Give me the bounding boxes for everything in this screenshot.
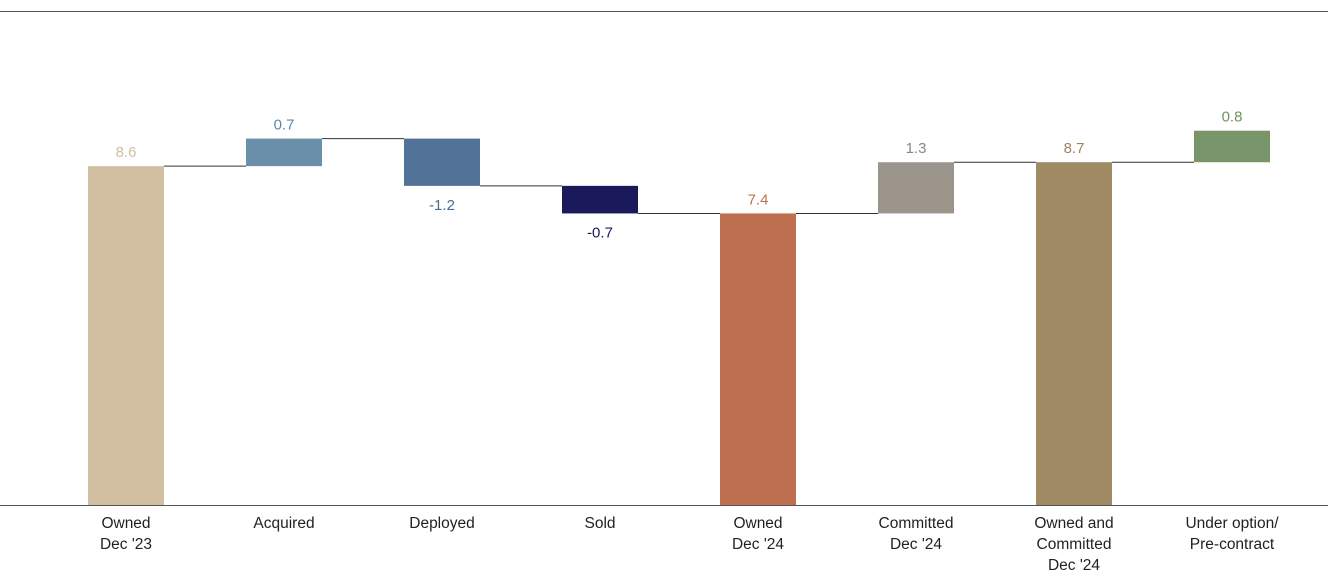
category-label-5: Committed Dec '24 bbox=[879, 515, 954, 553]
category-label-3: Sold bbox=[584, 515, 615, 532]
category-label-1: Acquired bbox=[253, 515, 314, 532]
value-label-6: 8.7 bbox=[1064, 140, 1085, 157]
category-label-2: Deployed bbox=[409, 515, 475, 532]
category-label-line: Owned bbox=[733, 515, 782, 532]
value-label-7: 0.8 bbox=[1222, 109, 1243, 126]
category-label-4: Owned Dec '24 bbox=[732, 515, 784, 553]
value-label-3: -0.7 bbox=[587, 224, 613, 241]
category-label-line: Owned bbox=[101, 515, 150, 532]
category-label-0: Owned Dec '23 bbox=[100, 515, 152, 553]
category-label-line: Deployed bbox=[409, 515, 475, 532]
bar-6 bbox=[1036, 162, 1112, 505]
bar-1 bbox=[246, 139, 322, 167]
value-label-1: 0.7 bbox=[274, 117, 295, 134]
category-label-7: Under option/Pre-contract bbox=[1185, 515, 1279, 553]
bar-3 bbox=[562, 186, 638, 214]
category-label-line: Dec '24 bbox=[890, 536, 942, 553]
bars-group bbox=[88, 131, 1270, 505]
value-label-0: 8.6 bbox=[116, 144, 137, 161]
value-label-4: 7.4 bbox=[748, 191, 769, 208]
category-label-line: Dec '24 bbox=[732, 536, 784, 553]
value-label-2: -1.2 bbox=[429, 197, 455, 214]
category-labels-group: Owned Dec '23 Acquired Deployed Sold Owned Dec… bbox=[100, 515, 1279, 572]
category-label-line: Dec '23 bbox=[100, 536, 152, 553]
bar-4 bbox=[720, 213, 796, 505]
value-label-5: 1.3 bbox=[906, 140, 927, 157]
bar-2 bbox=[404, 139, 480, 186]
category-label-line: Owned and bbox=[1034, 515, 1113, 532]
category-label-line: Under option/ bbox=[1185, 515, 1279, 532]
bar-7 bbox=[1194, 131, 1270, 163]
bar-5 bbox=[878, 162, 954, 213]
category-label-line: Pre-contract bbox=[1190, 536, 1275, 553]
bar-0 bbox=[88, 166, 164, 505]
category-label-line: Committed bbox=[1037, 536, 1112, 553]
category-label-line: Sold bbox=[584, 515, 615, 532]
category-label-line: Committed bbox=[879, 515, 954, 532]
category-label-line: Acquired bbox=[253, 515, 314, 532]
category-label-line: Dec '24 bbox=[1048, 557, 1100, 572]
category-label-6: Owned and Committed Dec '24 bbox=[1034, 515, 1113, 572]
